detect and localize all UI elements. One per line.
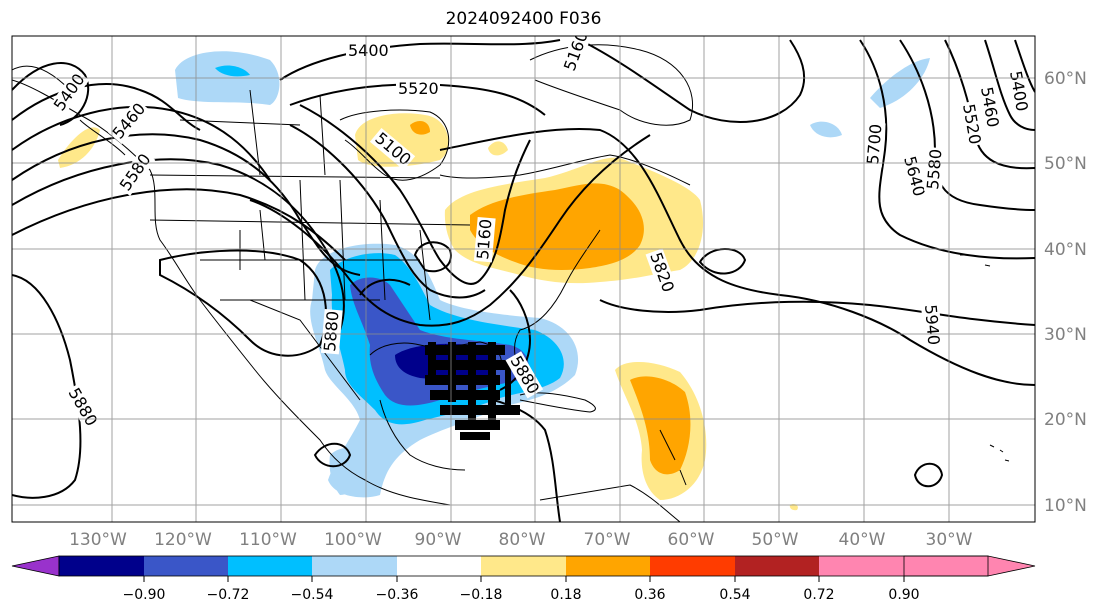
shade-orange-hudson: [410, 120, 430, 135]
shade-yellow-small: [488, 141, 508, 156]
lon-label: 40°W: [839, 530, 886, 550]
contour-label: 5400: [348, 41, 389, 60]
contour-5880-gulf: [359, 278, 532, 391]
contour-5700: [579, 39, 806, 123]
islands-atlantic: [960, 254, 1010, 462]
contour-5400-west: [12, 62, 90, 126]
colorbar-bin: [59, 556, 144, 576]
contour-label: 5940: [921, 304, 943, 346]
graticule: [12, 36, 1035, 522]
contour-trough-2: [289, 124, 486, 299]
latitude-axis: 60°N 50°N 40°N 30°N 20°N 10°N: [1044, 69, 1087, 516]
contour-5880-cuba: [469, 394, 561, 522]
contour-ring-2: [12, 158, 345, 331]
lon-label: 30°W: [926, 530, 973, 550]
shade-yellow-alaska: [58, 127, 100, 168]
borders-mexico: [249, 299, 361, 401]
colorbar-bin: [312, 556, 397, 576]
lon-label: 130°W: [69, 530, 127, 550]
coast-antilles: [659, 429, 687, 486]
lon-label: 110°W: [239, 530, 297, 550]
colorbar-ticks: [143, 576, 905, 582]
colorbar-bin: [819, 556, 904, 576]
contour-label: 5520: [398, 79, 439, 98]
lon-label: 90°W: [415, 530, 462, 550]
colorbar-bin: [735, 556, 819, 576]
lon-label: 120°W: [154, 530, 212, 550]
colorbar-bin: [397, 556, 481, 576]
colorbar-tick-label: −0.54: [291, 587, 334, 603]
contour-small-3: [913, 462, 944, 488]
contour-label: 5160: [473, 218, 495, 260]
coast-southamerica: [539, 484, 681, 522]
colorbar-bin: [144, 556, 228, 576]
contour-5820: [439, 128, 1035, 386]
coast-cuba: [519, 392, 596, 413]
lat-label: 40°N: [1044, 240, 1087, 260]
lon-label: 50°W: [752, 530, 799, 550]
colorbar-tick-label: −0.72: [207, 587, 250, 603]
colorbar-tick-label: −0.36: [376, 587, 419, 603]
contour-ring-1: [12, 133, 361, 276]
map-title: 2024092400 F036: [445, 9, 602, 29]
colorbar-tick-label: −0.90: [123, 587, 166, 603]
contour-ring-3: [12, 188, 346, 261]
longitude-axis: 130°W 120°W 110°W 100°W 90°W 80°W 70°W 6…: [69, 530, 973, 550]
contour-small-2: [313, 442, 352, 468]
shade-lightblue-atlantic2: [810, 121, 842, 138]
contour-mexico-high: [159, 249, 327, 357]
lat-label: 50°N: [1044, 154, 1087, 174]
contour-5400-east: [1014, 39, 1035, 93]
contour-5460-east: [984, 39, 1035, 131]
contour-label: 5580: [923, 148, 945, 190]
colorbar-tick-label: 0.18: [550, 587, 581, 603]
contour-5460: [12, 83, 201, 131]
colorbar-extend-low: [11, 555, 60, 577]
lon-label: 70°W: [584, 530, 631, 550]
hatching: [425, 342, 520, 440]
colorbar-bin: [650, 556, 735, 576]
contour-low-circle: [413, 241, 452, 273]
lon-label: 100°W: [324, 530, 382, 550]
coast-northamerica-west: [12, 79, 451, 506]
borders-canada: [179, 89, 326, 176]
contour-trough-3: [249, 134, 651, 327]
lat-label: 30°N: [1044, 325, 1087, 345]
colorbar: −0.90 −0.72 −0.54 −0.36 −0.18 0.18 0.36 …: [11, 555, 1036, 603]
contour-label: 5880: [320, 310, 342, 352]
shade-yellow-small2: [789, 503, 798, 511]
colorbar-tick-label: 0.72: [803, 587, 834, 603]
shade-blue-pacific: [215, 65, 250, 77]
colorbar-bin: [481, 556, 566, 576]
shade-lightblue-atlantic: [870, 58, 930, 108]
lat-label: 10°N: [1044, 496, 1087, 516]
shade-orange-caribbean: [630, 376, 691, 475]
colorbar-tick-label: 0.36: [634, 587, 665, 603]
colorbar-tick-label: 0.90: [888, 587, 919, 603]
lat-label: 60°N: [1044, 69, 1087, 89]
map-area: 5400 5520 5400 5460 5580 5100 5160 5700 …: [12, 36, 1035, 522]
contour-5880-east: [599, 299, 1035, 326]
colorbar-bin: [566, 556, 650, 576]
coast-hudson: [339, 109, 450, 181]
coast-greenland: [529, 44, 694, 126]
contour-5400-north: [279, 39, 561, 81]
coast-gulf: [369, 341, 502, 471]
shade-orange-northeast: [470, 183, 644, 270]
colorbar-extend-high: [903, 555, 1036, 577]
contour-labels: 5400 5520 5400 5460 5580 5100 5160 5700 …: [49, 36, 1032, 431]
contour-5580-west: [12, 105, 271, 181]
colorbar-tick-label: −0.18: [460, 587, 503, 603]
lon-label: 80°W: [499, 530, 546, 550]
colorbar-bin: [228, 556, 312, 576]
lat-label: 20°N: [1044, 410, 1087, 430]
map-frame: [11, 35, 1036, 523]
colorbar-tick-label: 0.54: [719, 587, 750, 603]
contour-label: 5700: [863, 123, 885, 165]
lon-label: 60°W: [668, 530, 715, 550]
contour-small-1: [698, 248, 747, 275]
contour-5640-east: [859, 39, 1035, 260]
